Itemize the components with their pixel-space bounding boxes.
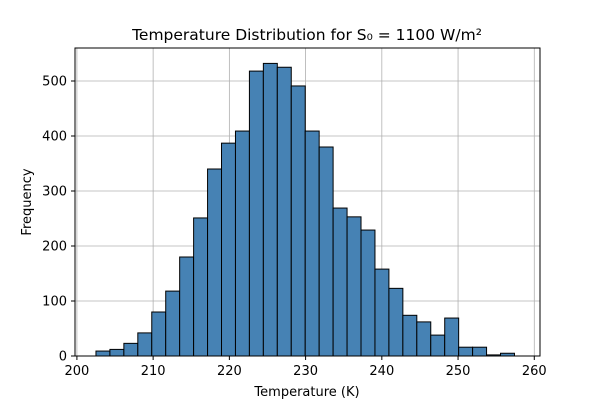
chart-title: Temperature Distribution for S₀ = 1100 W… (131, 26, 482, 44)
histogram-bar (248, 70, 264, 357)
histogram-bar (179, 256, 195, 357)
x-axis-label: Temperature (K) (253, 385, 359, 400)
y-axis-ticks: 0 100 200 300 400 500 (42, 75, 75, 365)
x-tick-label: 200 (64, 364, 89, 379)
histogram-bar (221, 142, 236, 357)
histogram-bar (109, 348, 125, 357)
histogram-bar (304, 130, 320, 357)
x-tick-label: 260 (522, 364, 547, 379)
histogram-bar (290, 85, 306, 357)
histogram-bar (402, 314, 418, 357)
histogram-bar (430, 334, 446, 357)
histogram-bar (165, 290, 181, 357)
histogram-bar (458, 346, 474, 357)
y-tick-label: 300 (42, 185, 67, 200)
histogram-bar (388, 287, 404, 357)
histogram-bar (276, 66, 292, 357)
y-tick-label: 400 (42, 130, 67, 145)
histogram-bar (416, 321, 432, 357)
histogram-bar (346, 216, 362, 357)
histogram-bar (207, 168, 223, 357)
histogram-bar (318, 146, 334, 357)
histogram-bar (151, 311, 167, 357)
plot-area-frame (74, 47, 541, 357)
histogram-bar (360, 229, 376, 357)
x-tick-label: 220 (217, 364, 242, 379)
y-tick-label: 0 (59, 350, 67, 365)
x-tick-label: 240 (369, 364, 394, 379)
x-tick-label: 210 (141, 364, 166, 379)
y-axis-label: Frequency (20, 168, 35, 235)
x-tick-label: 250 (446, 364, 471, 379)
histogram-bar (262, 62, 278, 357)
histogram-bars (95, 62, 515, 357)
histogram-bar (332, 207, 348, 357)
y-tick-label: 100 (42, 295, 67, 310)
y-tick-label: 200 (42, 240, 67, 255)
histogram-bar (444, 317, 460, 357)
histogram-bar (472, 346, 488, 357)
y-tick-label: 500 (42, 75, 67, 90)
histogram-bar (193, 217, 209, 357)
histogram-bar (123, 342, 139, 357)
histogram-bar (95, 350, 111, 357)
histogram-bar (137, 332, 153, 357)
histogram-bar (234, 130, 250, 357)
histogram-bar (374, 268, 390, 357)
x-axis-ticks: 200 210 220 230 240 250 260 (64, 356, 547, 379)
x-tick-label: 230 (293, 364, 318, 379)
